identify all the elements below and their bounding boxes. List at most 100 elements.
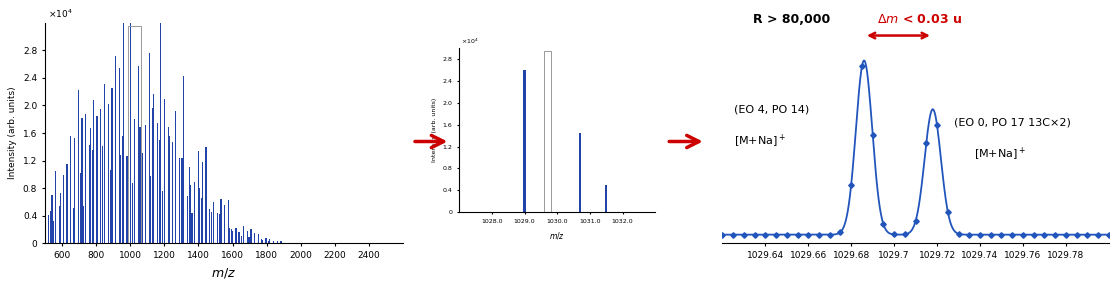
Bar bbox=[130, 170, 131, 243]
Bar bbox=[55, 171, 56, 243]
Bar bbox=[100, 145, 102, 243]
Bar bbox=[119, 68, 120, 243]
Bar bbox=[239, 234, 241, 243]
Bar bbox=[66, 164, 67, 243]
Bar bbox=[50, 211, 52, 243]
Bar bbox=[246, 231, 248, 243]
Bar bbox=[88, 145, 90, 243]
Bar bbox=[77, 90, 78, 243]
Text: (EO 4, PO 14): (EO 4, PO 14) bbox=[734, 105, 810, 115]
Bar bbox=[224, 205, 225, 243]
Bar bbox=[85, 113, 86, 243]
Bar bbox=[141, 153, 142, 243]
Bar bbox=[187, 196, 188, 243]
Bar bbox=[146, 125, 147, 243]
Bar bbox=[92, 150, 94, 243]
Bar bbox=[189, 168, 190, 243]
Bar bbox=[96, 116, 97, 243]
Bar bbox=[149, 175, 150, 243]
Bar bbox=[227, 200, 228, 243]
X-axis label: $m/z$: $m/z$ bbox=[212, 265, 236, 280]
Bar bbox=[112, 88, 113, 243]
Text: (EO 0, PO 17 13C×2): (EO 0, PO 17 13C×2) bbox=[954, 117, 1071, 127]
Bar bbox=[110, 170, 111, 243]
Text: $\times10^4$: $\times10^4$ bbox=[461, 37, 479, 46]
Bar bbox=[239, 231, 240, 243]
Bar bbox=[192, 213, 193, 243]
Bar bbox=[194, 182, 195, 243]
Bar bbox=[159, 140, 160, 243]
Bar bbox=[138, 66, 139, 243]
Bar bbox=[221, 200, 222, 243]
Bar bbox=[277, 241, 278, 243]
Bar bbox=[218, 214, 220, 243]
Bar bbox=[232, 231, 233, 243]
Bar bbox=[249, 237, 250, 243]
Bar bbox=[93, 100, 94, 243]
Bar bbox=[181, 158, 183, 243]
Bar bbox=[73, 208, 74, 243]
Bar bbox=[251, 229, 252, 243]
Bar bbox=[63, 175, 64, 243]
Bar bbox=[175, 111, 177, 243]
Bar bbox=[243, 226, 244, 243]
Bar bbox=[71, 136, 72, 243]
Bar bbox=[71, 198, 72, 243]
Bar bbox=[63, 205, 64, 243]
Bar bbox=[179, 179, 180, 243]
Bar bbox=[280, 241, 281, 243]
Bar bbox=[122, 136, 123, 243]
Bar bbox=[129, 26, 141, 243]
Bar bbox=[164, 98, 166, 243]
Bar bbox=[149, 53, 150, 243]
Bar bbox=[523, 70, 525, 212]
Bar bbox=[83, 206, 84, 243]
Text: $[\mathrm{M{+}Na}]^+$: $[\mathrm{M{+}Na}]^+$ bbox=[973, 145, 1026, 163]
Bar bbox=[53, 221, 54, 243]
Bar bbox=[127, 156, 128, 243]
Bar bbox=[134, 119, 136, 243]
Bar bbox=[190, 185, 192, 243]
Bar bbox=[108, 104, 109, 243]
Bar bbox=[90, 128, 91, 243]
Bar bbox=[241, 236, 242, 243]
Bar bbox=[160, 8, 161, 243]
Bar bbox=[228, 228, 230, 243]
Bar bbox=[258, 234, 259, 243]
Bar bbox=[209, 209, 211, 243]
Bar bbox=[104, 84, 105, 243]
Bar bbox=[123, 16, 124, 243]
Bar bbox=[48, 215, 49, 243]
Bar bbox=[102, 146, 103, 243]
Bar bbox=[120, 155, 121, 243]
Bar bbox=[269, 239, 270, 243]
Bar bbox=[157, 123, 158, 243]
Bar bbox=[261, 239, 262, 243]
Bar bbox=[171, 156, 172, 243]
Bar bbox=[605, 185, 607, 212]
Text: $\times10^4$: $\times10^4$ bbox=[48, 8, 73, 20]
Bar bbox=[169, 136, 170, 243]
Bar bbox=[171, 142, 172, 243]
Bar bbox=[100, 109, 101, 243]
Bar bbox=[80, 173, 82, 243]
Bar bbox=[168, 127, 169, 243]
Bar bbox=[115, 56, 116, 243]
Bar bbox=[268, 241, 269, 243]
Y-axis label: Intensity (arb. units): Intensity (arb. units) bbox=[431, 98, 437, 162]
Bar bbox=[52, 195, 53, 243]
X-axis label: $m/z$: $m/z$ bbox=[549, 230, 566, 241]
Bar bbox=[205, 147, 206, 243]
Text: $\mathit{\Delta m}$ < 0.03 u: $\mathit{\Delta m}$ < 0.03 u bbox=[877, 13, 962, 26]
Bar bbox=[265, 238, 267, 243]
Bar bbox=[251, 238, 252, 243]
Bar bbox=[132, 183, 133, 243]
Bar bbox=[579, 133, 581, 212]
Bar bbox=[59, 205, 60, 243]
Text: R > 80,000: R > 80,000 bbox=[754, 13, 831, 26]
Bar bbox=[211, 212, 213, 243]
Bar bbox=[213, 202, 214, 243]
Bar bbox=[161, 190, 162, 243]
Bar bbox=[221, 220, 222, 243]
Bar bbox=[183, 76, 184, 243]
